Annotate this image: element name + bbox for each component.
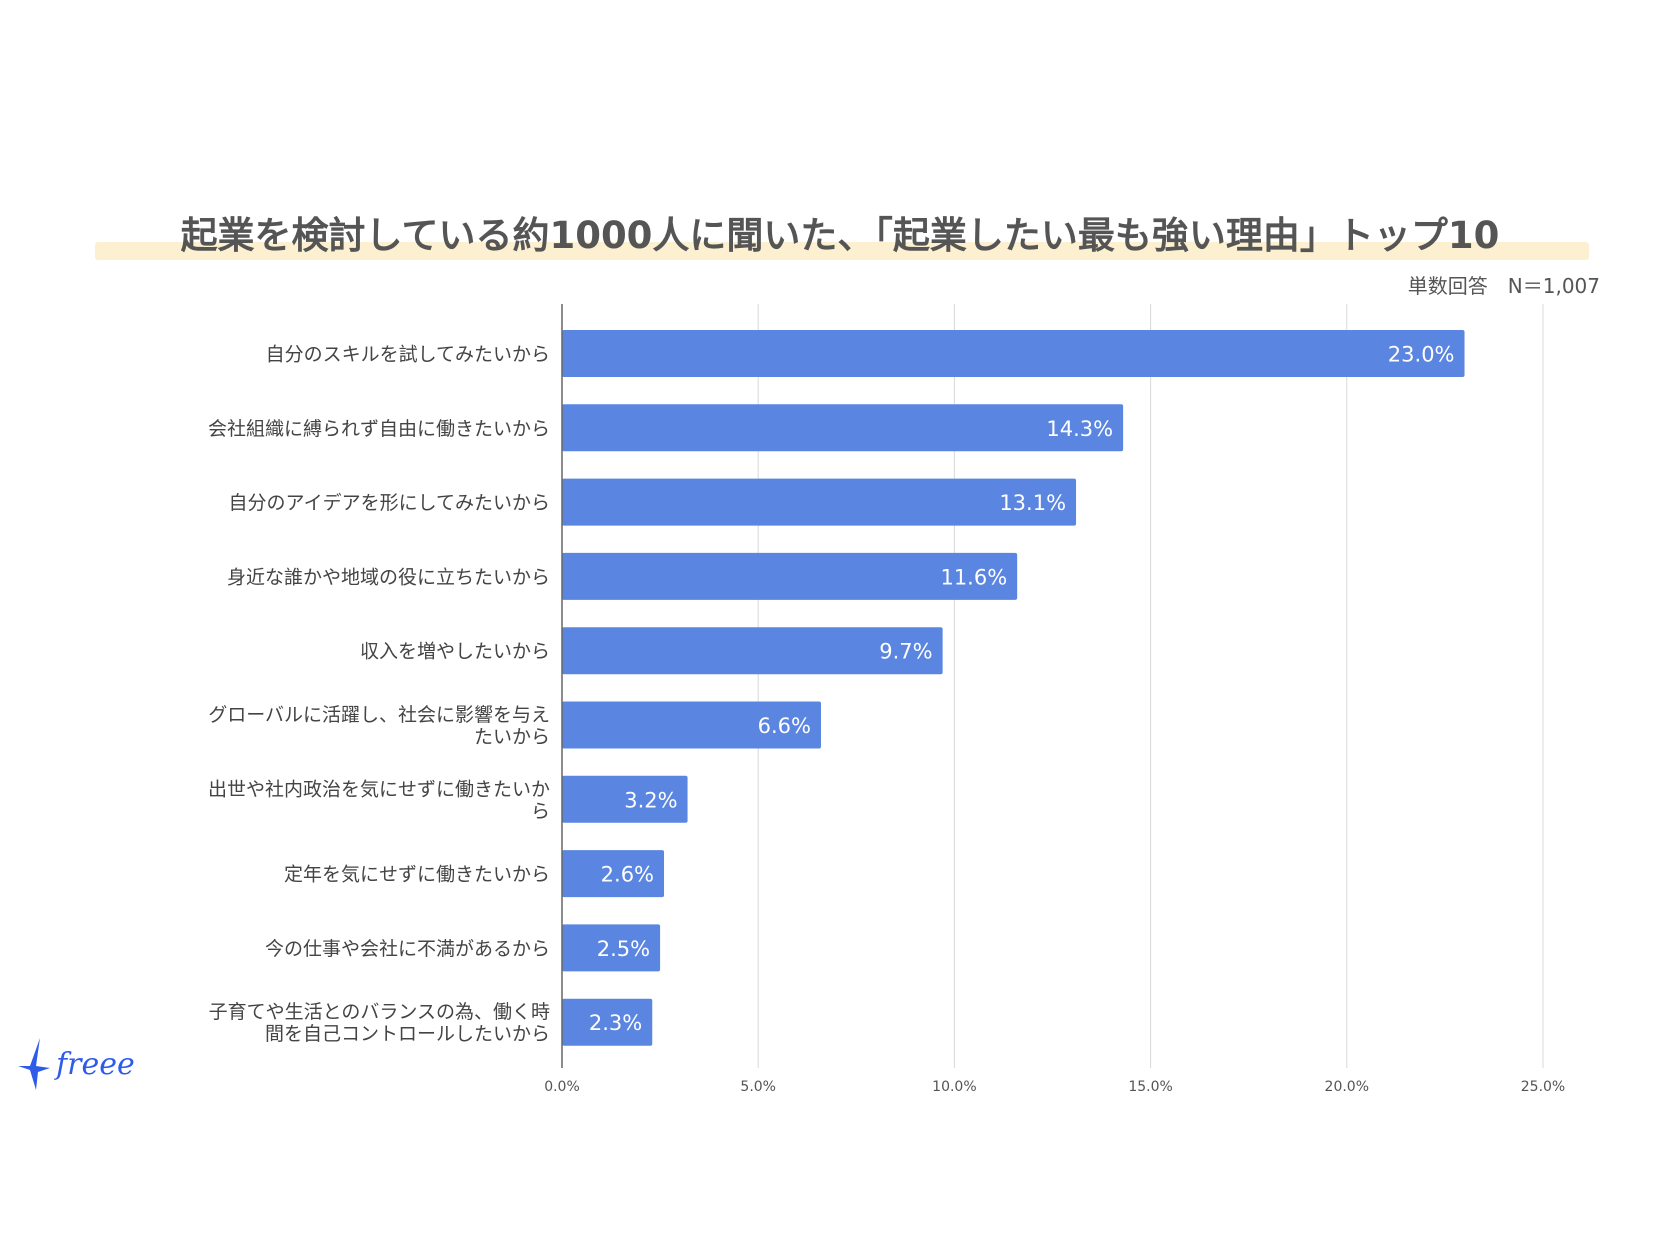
bar — [562, 998, 653, 1046]
data-label: 13.1% — [999, 491, 1066, 515]
x-tick-label: 20.0% — [1325, 1079, 1369, 1095]
category-label: グローバルに活躍し、社会に影響を与え — [208, 704, 550, 726]
bar — [562, 850, 665, 898]
x-tick-label: 25.0% — [1521, 1079, 1565, 1095]
bar — [562, 478, 1077, 526]
data-label: 3.2% — [624, 788, 677, 812]
freee-logo: freee — [18, 1038, 135, 1090]
bar — [562, 404, 1124, 452]
category-label: 間を自己コントロールしたいから — [265, 1023, 550, 1045]
category-label: 会社組織に縛られず自由に働きたいから — [208, 418, 550, 440]
bar — [562, 552, 1018, 600]
category-label: 出世や社内政治を気にせずに働きたいか — [208, 778, 550, 800]
category-label: 身近な誰かや地域の役に立ちたいから — [227, 566, 550, 588]
category-label: ら — [531, 800, 550, 822]
category-label: 自分のアイデアを形にしてみたいから — [229, 492, 550, 514]
category-label: たいから — [474, 726, 550, 748]
title-highlight — [95, 242, 1589, 260]
bar — [562, 627, 943, 675]
bar — [562, 924, 661, 972]
chart-title: 起業を検討している約1000人に聞いた、「起業したい最も強い理由」トップ10 — [180, 214, 1500, 257]
data-label: 11.6% — [940, 565, 1007, 589]
category-label: 自分のスキルを試してみたいから — [266, 344, 550, 366]
x-tick-label: 0.0% — [544, 1079, 580, 1095]
logo-text: freee — [54, 1047, 135, 1082]
data-label: 2.5% — [597, 937, 650, 961]
category-label: 定年を気にせずに働きたいから — [284, 864, 550, 886]
x-tick-label: 10.0% — [932, 1079, 976, 1095]
bar — [562, 775, 688, 823]
x-tick-label: 15.0% — [1128, 1079, 1172, 1095]
category-label: 今の仕事や会社に不満があるから — [265, 938, 550, 960]
category-label: 収入を増やしたいから — [360, 641, 550, 663]
category-label: 子育てや生活とのバランスの為、働く時 — [209, 1001, 550, 1023]
data-label: 9.7% — [879, 640, 932, 664]
bar — [562, 701, 821, 749]
data-label: 2.6% — [601, 863, 654, 887]
data-label: 6.6% — [758, 714, 811, 738]
bar — [562, 330, 1465, 377]
chart-subtitle: 単数回答 N＝1,007 — [1407, 274, 1600, 298]
data-label: 14.3% — [1046, 417, 1113, 441]
x-tick-label: 5.0% — [740, 1079, 776, 1095]
data-label: 2.3% — [589, 1011, 642, 1035]
data-label: 23.0% — [1388, 343, 1455, 367]
